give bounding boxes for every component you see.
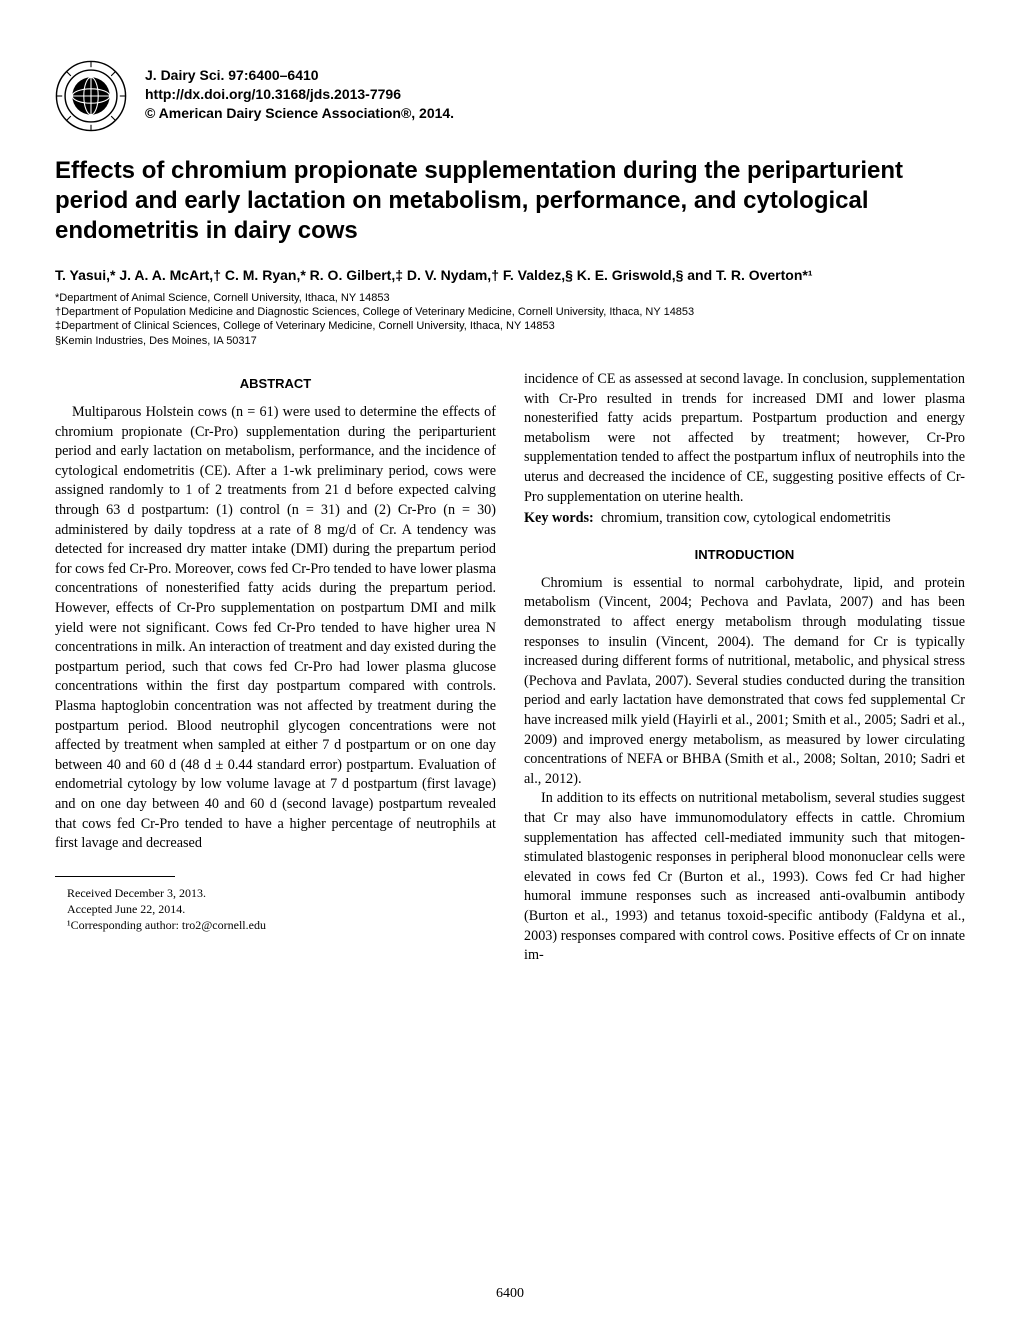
journal-copyright: © American Dairy Science Association®, 2… [145, 104, 454, 123]
keywords-label: Key words: [524, 510, 594, 526]
affiliation-3: ‡Department of Clinical Sciences, Colleg… [55, 319, 965, 333]
page-number: 6400 [0, 1286, 1020, 1302]
journal-citation: J. Dairy Sci. 97:6400–6410 [145, 66, 454, 85]
affiliation-4: §Kemin Industries, Des Moines, IA 50317 [55, 334, 965, 348]
intro-paragraph-2: In addition to its effects on nutritiona… [524, 789, 965, 965]
affiliations: *Department of Animal Science, Cornell U… [55, 291, 965, 348]
abstract-paragraph-1: Multiparous Holstein cows (n = 61) were … [55, 403, 496, 854]
footnotes: Received December 3, 2013. Accepted June… [55, 885, 496, 934]
journal-doi: http://dx.doi.org/10.3168/jds.2013-7796 [145, 85, 454, 104]
introduction-heading: INTRODUCTION [524, 547, 965, 562]
header-block: J. Dairy Sci. 97:6400–6410 http://dx.doi… [55, 60, 965, 132]
keywords-text: chromium, transition cow, cytological en… [601, 510, 891, 526]
footnote-rule [55, 876, 175, 877]
abstract-paragraph-2: incidence of CE as assessed at second la… [524, 370, 965, 507]
affiliation-1: *Department of Animal Science, Cornell U… [55, 291, 965, 305]
abstract-heading: ABSTRACT [55, 376, 496, 391]
journal-info: J. Dairy Sci. 97:6400–6410 http://dx.doi… [145, 60, 454, 123]
journal-logo [55, 60, 127, 132]
two-column-body: ABSTRACT Multiparous Holstein cows (n = … [55, 370, 965, 966]
affiliation-2: †Department of Population Medicine and D… [55, 305, 965, 319]
keywords-line: Key words: chromium, transition cow, cyt… [524, 509, 965, 529]
article-title: Effects of chromium propionate supplemen… [55, 156, 965, 246]
intro-paragraph-1: Chromium is essential to normal carbohyd… [524, 574, 965, 790]
footnote-accepted: Accepted June 22, 2014. [55, 901, 496, 917]
footnote-corresponding: ¹Corresponding author: tro2@cornell.edu [55, 917, 496, 933]
author-list: T. Yasui,* J. A. A. McArt,† C. M. Ryan,*… [55, 266, 965, 285]
footnote-received: Received December 3, 2013. [55, 885, 496, 901]
right-column: incidence of CE as assessed at second la… [524, 370, 965, 966]
left-column: ABSTRACT Multiparous Holstein cows (n = … [55, 370, 496, 966]
globe-seal-icon [55, 60, 127, 132]
